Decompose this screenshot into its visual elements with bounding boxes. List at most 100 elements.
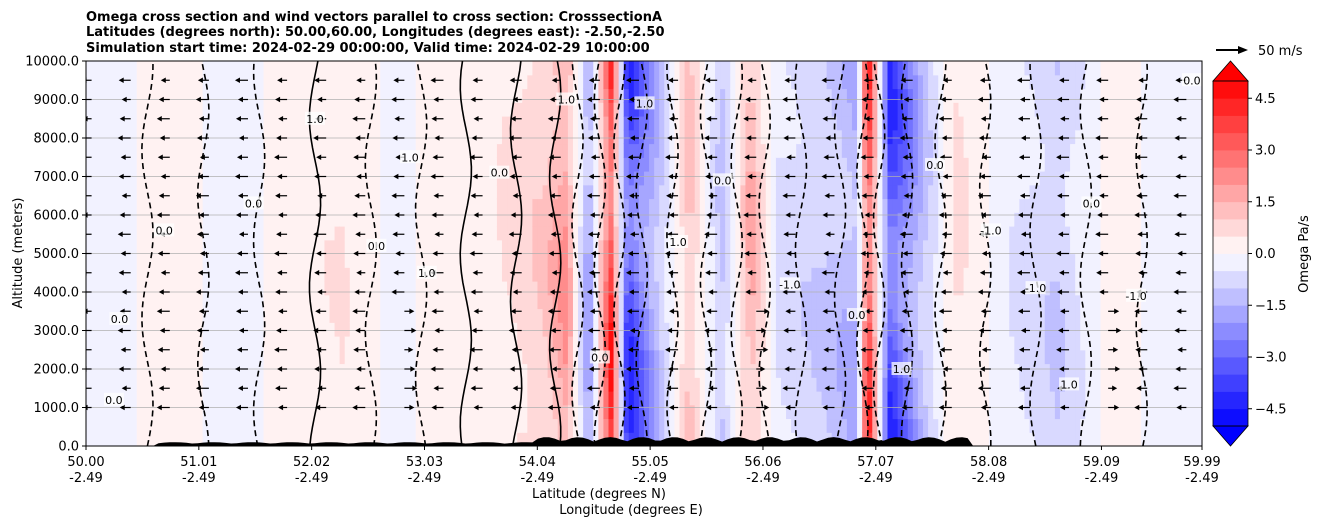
omega-cell <box>684 61 691 76</box>
omega-cell <box>537 308 544 323</box>
omega-cell <box>461 391 468 406</box>
omega-cell <box>720 404 726 420</box>
omega-cell <box>182 336 189 351</box>
omega-cell <box>867 171 873 186</box>
omega-cell <box>375 404 381 420</box>
omega-cell <box>501 391 508 406</box>
omega-cell <box>943 198 949 213</box>
omega-cell <box>562 432 569 446</box>
omega-cell <box>557 294 564 310</box>
omega-cell <box>593 432 599 446</box>
omega-cell <box>730 404 736 420</box>
omega-cell <box>425 294 432 310</box>
omega-cell <box>111 363 118 378</box>
omega-cell <box>811 239 818 255</box>
omega-cell <box>933 198 939 213</box>
omega-cell <box>567 363 574 378</box>
omega-cell <box>466 281 473 296</box>
omega-cell <box>522 74 528 90</box>
omega-cell <box>862 336 868 351</box>
omega-cell <box>836 129 843 145</box>
omega-cell <box>796 88 802 103</box>
omega-cell <box>410 336 417 351</box>
omega-cell <box>91 432 97 446</box>
omega-cell <box>836 171 843 186</box>
omega-cell <box>131 102 138 117</box>
omega-cell <box>973 143 980 158</box>
omega-cell <box>86 61 92 76</box>
omega-cell <box>304 61 310 76</box>
omega-cell <box>968 184 975 200</box>
omega-cell <box>857 322 863 337</box>
omega-cell <box>162 129 168 145</box>
omega-cell <box>694 74 701 90</box>
omega-cell <box>720 212 726 227</box>
omega-cell <box>603 322 610 337</box>
omega-cell <box>101 198 107 213</box>
omega-cell <box>578 212 584 227</box>
omega-cell <box>928 308 934 323</box>
omega-cell <box>425 116 432 131</box>
omega-cell <box>390 432 397 446</box>
omega-cell <box>567 349 574 365</box>
omega-cell <box>268 88 275 103</box>
omega-cell <box>167 404 173 420</box>
omega-cell <box>826 239 833 255</box>
omega-cell <box>192 253 199 268</box>
omega-cell <box>496 184 503 200</box>
omega-cell <box>86 294 92 310</box>
omega-cell <box>765 61 772 76</box>
omega-cell <box>512 198 518 213</box>
omega-cell <box>446 418 452 433</box>
omega-cell <box>233 267 239 282</box>
omega-cell <box>91 143 97 158</box>
omega-cell <box>608 171 615 186</box>
omega-cell <box>923 74 929 90</box>
omega-cell <box>299 198 305 213</box>
omega-cell <box>212 294 219 310</box>
omega-cell <box>928 281 934 296</box>
omega-cell <box>907 239 914 255</box>
omega-cell <box>309 349 315 365</box>
omega-cell <box>86 404 92 420</box>
omega-cell <box>552 253 559 268</box>
omega-cell <box>339 157 346 172</box>
omega-cell <box>222 363 229 378</box>
omega-cell <box>583 308 589 323</box>
omega-cell <box>329 363 336 378</box>
omega-cell <box>106 184 112 200</box>
omega-cell <box>623 349 630 365</box>
omega-cell <box>319 129 326 145</box>
omega-cell <box>167 391 173 406</box>
omega-cell <box>745 267 752 282</box>
omega-cell <box>578 308 584 323</box>
omega-cell <box>770 116 777 131</box>
omega-cell <box>319 349 326 365</box>
omega-cell <box>410 129 417 145</box>
omega-cell <box>857 349 863 365</box>
omega-cell <box>765 239 772 255</box>
omega-cell <box>501 281 508 296</box>
omega-cell <box>968 363 975 378</box>
omega-cell <box>527 212 533 227</box>
omega-cell <box>293 253 300 268</box>
omega-cell <box>385 116 391 131</box>
omega-cell <box>390 294 397 310</box>
omega-cell <box>415 349 422 365</box>
omega-cell <box>943 308 949 323</box>
omega-cell <box>598 212 605 227</box>
omega-cell <box>451 432 457 446</box>
omega-cell <box>365 363 371 378</box>
omega-cell <box>222 322 229 337</box>
omega-cell <box>912 116 919 131</box>
omega-cell <box>973 116 980 131</box>
omega-cell <box>233 432 239 446</box>
omega-cell <box>953 157 960 172</box>
omega-cell <box>755 102 762 117</box>
omega-cell <box>481 281 488 296</box>
omega-cell <box>324 102 331 117</box>
omega-cell <box>228 198 234 213</box>
omega-cell <box>867 349 873 365</box>
omega-cell <box>679 157 686 172</box>
omega-cell <box>329 184 336 200</box>
